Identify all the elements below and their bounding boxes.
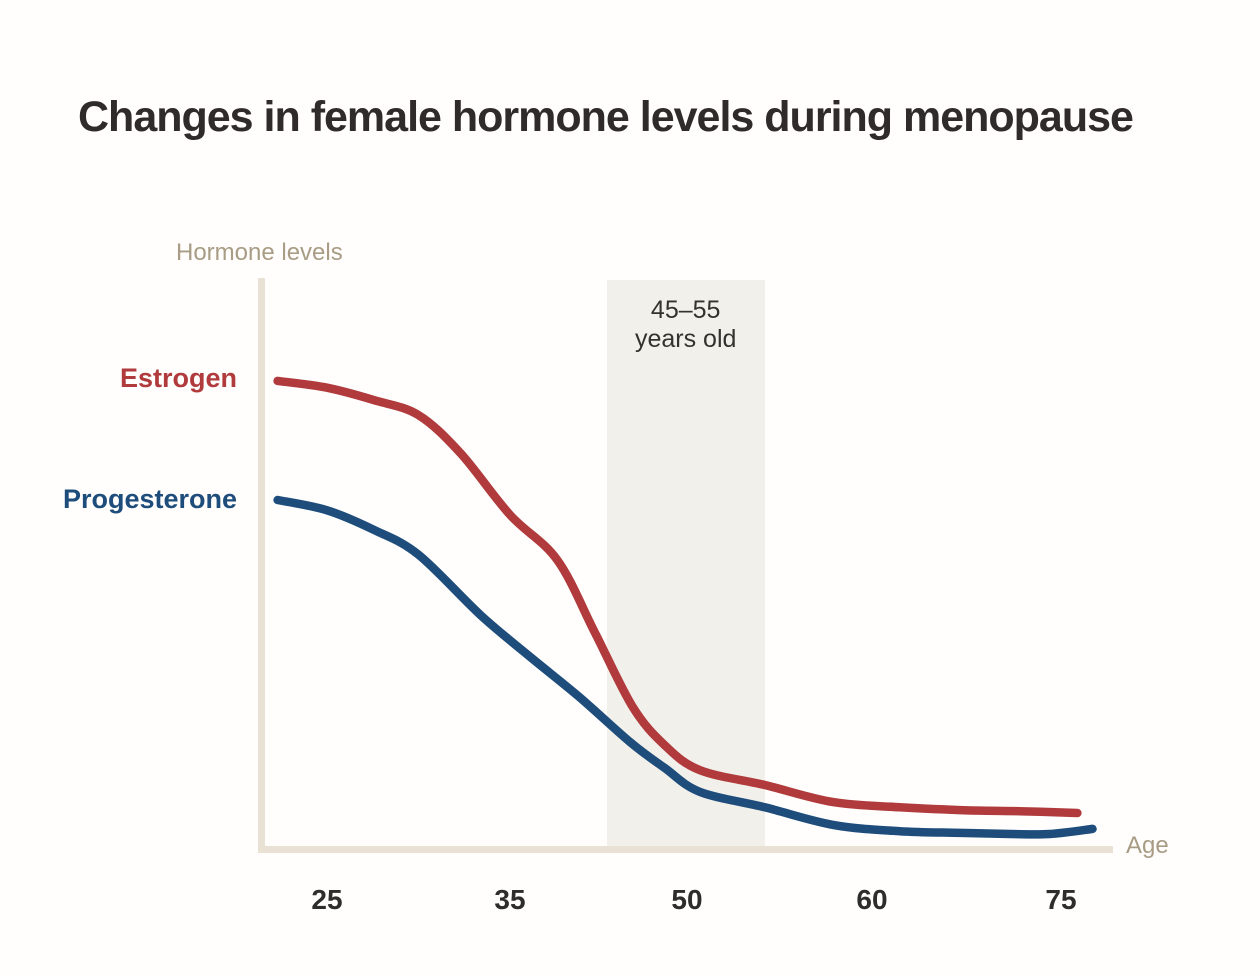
x-axis-line — [258, 846, 1113, 853]
x-tick-60: 60 — [856, 884, 888, 915]
x-tick-50: 50 — [671, 884, 703, 915]
x-tick-75: 75 — [1045, 884, 1077, 915]
progesterone-label: Progesterone — [62, 484, 237, 514]
y-axis-label: Hormone levels — [176, 239, 343, 266]
y-axis-line — [258, 278, 265, 853]
age-band-label: 45–55 years old — [635, 296, 736, 354]
x-axis-label: Age — [1126, 832, 1169, 859]
estrogen-label: Estrogen — [119, 363, 237, 393]
age-band-label-line2: years old — [634, 325, 737, 353]
x-tick-25: 25 — [311, 884, 343, 915]
chart-title: Changes in female hormone levels during … — [78, 92, 1134, 141]
menopause-age-band — [606, 280, 765, 846]
age-band-label-line1: 45–55 — [650, 296, 721, 324]
x-tick-35: 35 — [494, 884, 526, 915]
